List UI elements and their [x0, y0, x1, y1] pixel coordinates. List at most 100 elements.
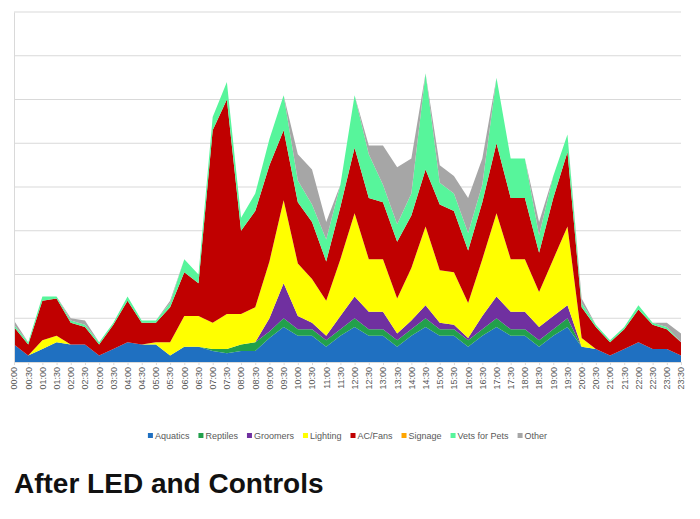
x-tick-label: 12:00 — [350, 367, 360, 390]
legend-item: Reptiles — [198, 431, 238, 441]
legend-label: Groomers — [254, 431, 295, 441]
grid-line — [14, 99, 681, 100]
x-tick-label: 09:00 — [265, 367, 275, 390]
x-tick-mark — [681, 362, 682, 365]
x-tick-label: 19:30 — [563, 367, 573, 390]
x-tick-label: 08:30 — [251, 367, 261, 390]
x-tick-mark — [525, 362, 526, 365]
x-tick-label: 20:30 — [591, 367, 601, 390]
x-tick-label: 01:00 — [38, 367, 48, 390]
x-tick: 08:30 — [251, 362, 261, 390]
x-tick-mark — [113, 362, 114, 365]
x-tick: 15:30 — [449, 362, 459, 390]
x-tick: 12:00 — [350, 362, 360, 390]
x-tick: 05:00 — [151, 362, 161, 390]
x-tick-mark — [14, 362, 15, 365]
x-tick: 09:30 — [279, 362, 289, 390]
x-tick-label: 00:30 — [24, 367, 34, 390]
area-series — [14, 100, 681, 356]
x-tick-label: 16:30 — [478, 367, 488, 390]
title: After LED and Controls — [14, 468, 324, 499]
x-tick: 18:30 — [534, 362, 544, 390]
x-tick: 03:30 — [109, 362, 119, 390]
x-tick-label: 06:30 — [194, 367, 204, 390]
y-axis — [14, 13, 16, 363]
legend-label: Vets for Pets — [458, 431, 510, 441]
x-tick-label: 23:30 — [676, 367, 686, 390]
x-tick-label: 16:00 — [464, 367, 474, 390]
x-tick: 13:00 — [378, 362, 388, 390]
legend-label: Reptiles — [205, 431, 238, 441]
x-tick-mark — [383, 362, 384, 365]
x-tick-mark — [482, 362, 483, 365]
legend-item: Other — [518, 431, 548, 441]
x-tick-label: 18:00 — [520, 367, 530, 390]
x-tick: 11:30 — [336, 362, 346, 389]
x-tick: 07:00 — [208, 362, 218, 390]
x-tick: 11:00 — [322, 362, 332, 389]
x-tick-label: 06:00 — [180, 367, 190, 390]
x-tick-label: 00:00 — [9, 367, 19, 390]
legend-item: Groomers — [247, 431, 295, 441]
x-tick: 10:00 — [293, 362, 303, 390]
x-tick: 05:30 — [165, 362, 175, 390]
x-tick-mark — [255, 362, 256, 365]
x-tick: 02:00 — [66, 362, 76, 390]
legend-swatch — [303, 433, 308, 438]
x-tick: 07:30 — [222, 362, 232, 390]
x-tick-label: 01:30 — [52, 367, 62, 390]
x-tick-mark — [227, 362, 228, 365]
x-tick-label: 07:30 — [222, 367, 232, 390]
x-tick: 21:30 — [620, 362, 630, 390]
x-tick-label: 23:00 — [662, 367, 672, 390]
x-tick-mark — [156, 362, 157, 365]
x-tick: 20:00 — [577, 362, 587, 390]
x-tick-mark — [42, 362, 43, 365]
x-tick: 08:00 — [236, 362, 246, 390]
area-series — [14, 73, 681, 342]
chart: 00:00 00:30 01:00 01:30 02:00 02:30 03:00 03:30… — [0, 0, 700, 519]
x-tick: 18:00 — [520, 362, 530, 390]
x-tick: 19:30 — [563, 362, 573, 390]
legend-swatch — [518, 433, 523, 438]
x-tick-label: 02:30 — [80, 367, 90, 390]
x-tick-label: 11:30 — [336, 367, 346, 389]
x-tick-mark — [340, 362, 341, 365]
x-tick-mark — [582, 362, 583, 365]
x-tick-label: 13:00 — [378, 367, 388, 390]
x-tick-mark — [241, 362, 242, 365]
x-tick-mark — [553, 362, 554, 365]
legend-swatch — [148, 433, 153, 438]
x-tick: 01:30 — [52, 362, 62, 390]
areas — [14, 73, 681, 362]
x-tick: 13:30 — [393, 362, 403, 390]
x-tick: 17:00 — [492, 362, 502, 390]
x-tick-mark — [667, 362, 668, 365]
x-tick-mark — [511, 362, 512, 365]
x-tick: 09:00 — [265, 362, 275, 390]
x-tick: 12:30 — [364, 362, 374, 390]
x-tick-label: 20:00 — [577, 367, 587, 390]
x-tick-label: 03:00 — [95, 367, 105, 390]
x-tick-mark — [284, 362, 285, 365]
y-axis-line — [14, 13, 15, 363]
x-tick-label: 10:00 — [293, 367, 303, 390]
grid-line — [14, 55, 681, 56]
x-tick-mark — [184, 362, 185, 365]
x-tick: 01:00 — [38, 362, 48, 390]
legend-item: Signage — [402, 431, 442, 441]
x-tick: 14:00 — [407, 362, 417, 390]
x-tick-mark — [326, 362, 327, 365]
x-tick: 04:30 — [137, 362, 147, 390]
x-tick: 22:00 — [634, 362, 644, 390]
x-tick-label: 07:00 — [208, 367, 218, 390]
x-tick-label: 22:00 — [634, 367, 644, 390]
x-tick-mark — [653, 362, 654, 365]
x-tick-label: 19:00 — [549, 367, 559, 390]
legend-label: Aquatics — [155, 431, 190, 441]
x-tick-mark — [170, 362, 171, 365]
x-tick-mark — [128, 362, 129, 365]
x-tick-mark — [426, 362, 427, 365]
x-tick-mark — [85, 362, 86, 365]
legend-swatch — [351, 433, 356, 438]
